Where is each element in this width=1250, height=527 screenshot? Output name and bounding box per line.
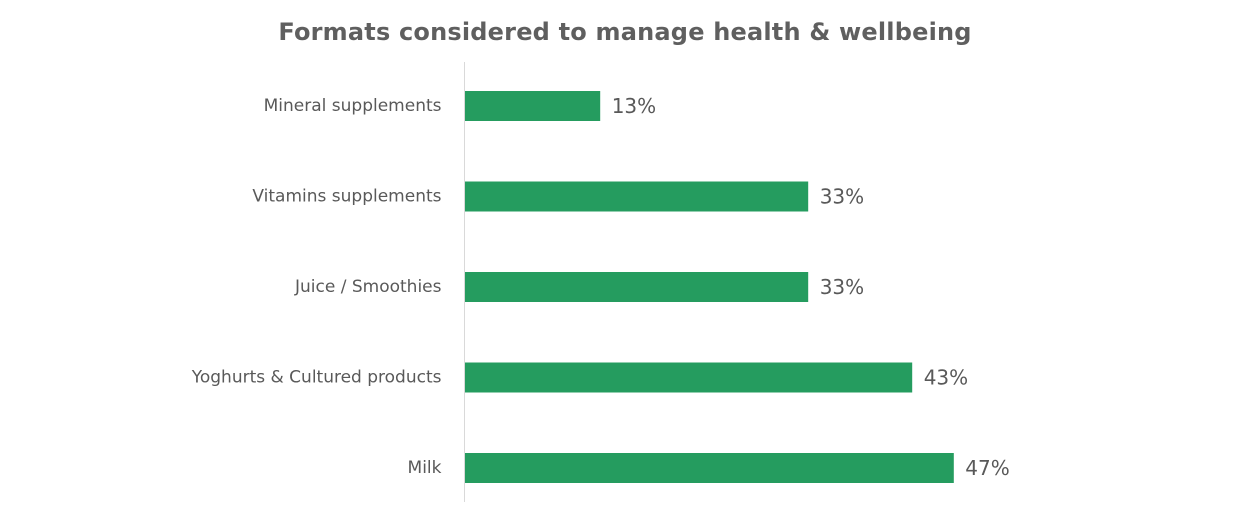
value-label: 33% xyxy=(820,185,864,209)
bar xyxy=(465,272,809,302)
value-label: 13% xyxy=(612,94,656,118)
category-label: Mineral supplements xyxy=(264,96,442,116)
value-label: 43% xyxy=(924,366,968,390)
bar xyxy=(465,453,954,483)
value-label: 33% xyxy=(820,275,864,299)
bar xyxy=(465,362,913,393)
category-label: Yoghurts & Cultured products xyxy=(191,368,442,388)
bar xyxy=(465,91,601,121)
bar xyxy=(465,181,809,212)
category-label: Vitamins supplements xyxy=(252,187,441,207)
bars-group: Mineral supplements 13% Vitamins supplemen… xyxy=(191,91,1010,483)
value-label: 47% xyxy=(965,456,1009,480)
category-label: Milk xyxy=(408,458,442,478)
category-label: Juice / Smoothies xyxy=(294,277,442,297)
chart-title: Formats considered to manage health & we… xyxy=(278,18,972,46)
